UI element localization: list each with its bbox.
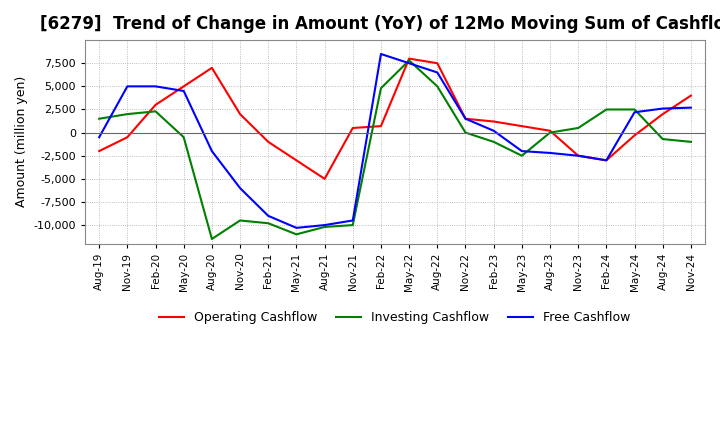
Title: [6279]  Trend of Change in Amount (YoY) of 12Mo Moving Sum of Cashflows: [6279] Trend of Change in Amount (YoY) o… [40,15,720,33]
Investing Cashflow [264,220,273,226]
Y-axis label: Amount (million yen): Amount (million yen) [15,76,28,208]
Investing Cashflow [462,130,470,135]
Free Cashflow [179,88,188,94]
Operating Cashflow [179,84,188,89]
Operating Cashflow [377,124,385,129]
Investing Cashflow [348,223,357,228]
Investing Cashflow [179,135,188,140]
Free Cashflow [207,148,216,154]
Free Cashflow [630,110,639,115]
Free Cashflow [462,116,470,121]
Free Cashflow [405,61,413,66]
Operating Cashflow [687,93,696,98]
Operating Cashflow [462,116,470,121]
Investing Cashflow [602,107,611,112]
Operating Cashflow [405,56,413,61]
Investing Cashflow [207,236,216,242]
Free Cashflow [95,135,104,140]
Operating Cashflow [658,111,667,117]
Line: Investing Cashflow: Investing Cashflow [99,60,691,239]
Operating Cashflow [574,153,582,158]
Free Cashflow [574,153,582,158]
Free Cashflow [235,185,244,191]
Investing Cashflow [546,130,554,135]
Free Cashflow [687,105,696,110]
Investing Cashflow [320,224,329,230]
Free Cashflow [151,84,160,89]
Operating Cashflow [320,176,329,181]
Operating Cashflow [490,119,498,124]
Free Cashflow [546,150,554,156]
Investing Cashflow [123,111,132,117]
Line: Free Cashflow: Free Cashflow [99,54,691,228]
Operating Cashflow [207,65,216,70]
Operating Cashflow [264,139,273,144]
Operating Cashflow [546,128,554,133]
Free Cashflow [292,225,301,231]
Operating Cashflow [292,158,301,163]
Free Cashflow [348,218,357,223]
Operating Cashflow [95,148,104,154]
Line: Operating Cashflow: Operating Cashflow [99,59,691,179]
Legend: Operating Cashflow, Investing Cashflow, Free Cashflow: Operating Cashflow, Investing Cashflow, … [154,306,636,329]
Investing Cashflow [292,232,301,237]
Free Cashflow [658,106,667,111]
Operating Cashflow [151,102,160,107]
Investing Cashflow [235,218,244,223]
Investing Cashflow [433,84,441,89]
Free Cashflow [123,84,132,89]
Operating Cashflow [433,61,441,66]
Operating Cashflow [235,111,244,117]
Free Cashflow [602,158,611,163]
Investing Cashflow [630,107,639,112]
Free Cashflow [377,51,385,57]
Investing Cashflow [687,139,696,144]
Free Cashflow [264,213,273,219]
Free Cashflow [490,128,498,133]
Free Cashflow [433,70,441,75]
Operating Cashflow [518,124,526,129]
Free Cashflow [320,223,329,228]
Investing Cashflow [405,58,413,63]
Investing Cashflow [151,109,160,114]
Investing Cashflow [574,125,582,131]
Investing Cashflow [658,136,667,142]
Operating Cashflow [348,125,357,131]
Free Cashflow [518,148,526,154]
Operating Cashflow [602,158,611,163]
Operating Cashflow [630,133,639,138]
Investing Cashflow [377,85,385,91]
Operating Cashflow [123,135,132,140]
Investing Cashflow [95,116,104,121]
Investing Cashflow [490,139,498,144]
Investing Cashflow [518,153,526,158]
